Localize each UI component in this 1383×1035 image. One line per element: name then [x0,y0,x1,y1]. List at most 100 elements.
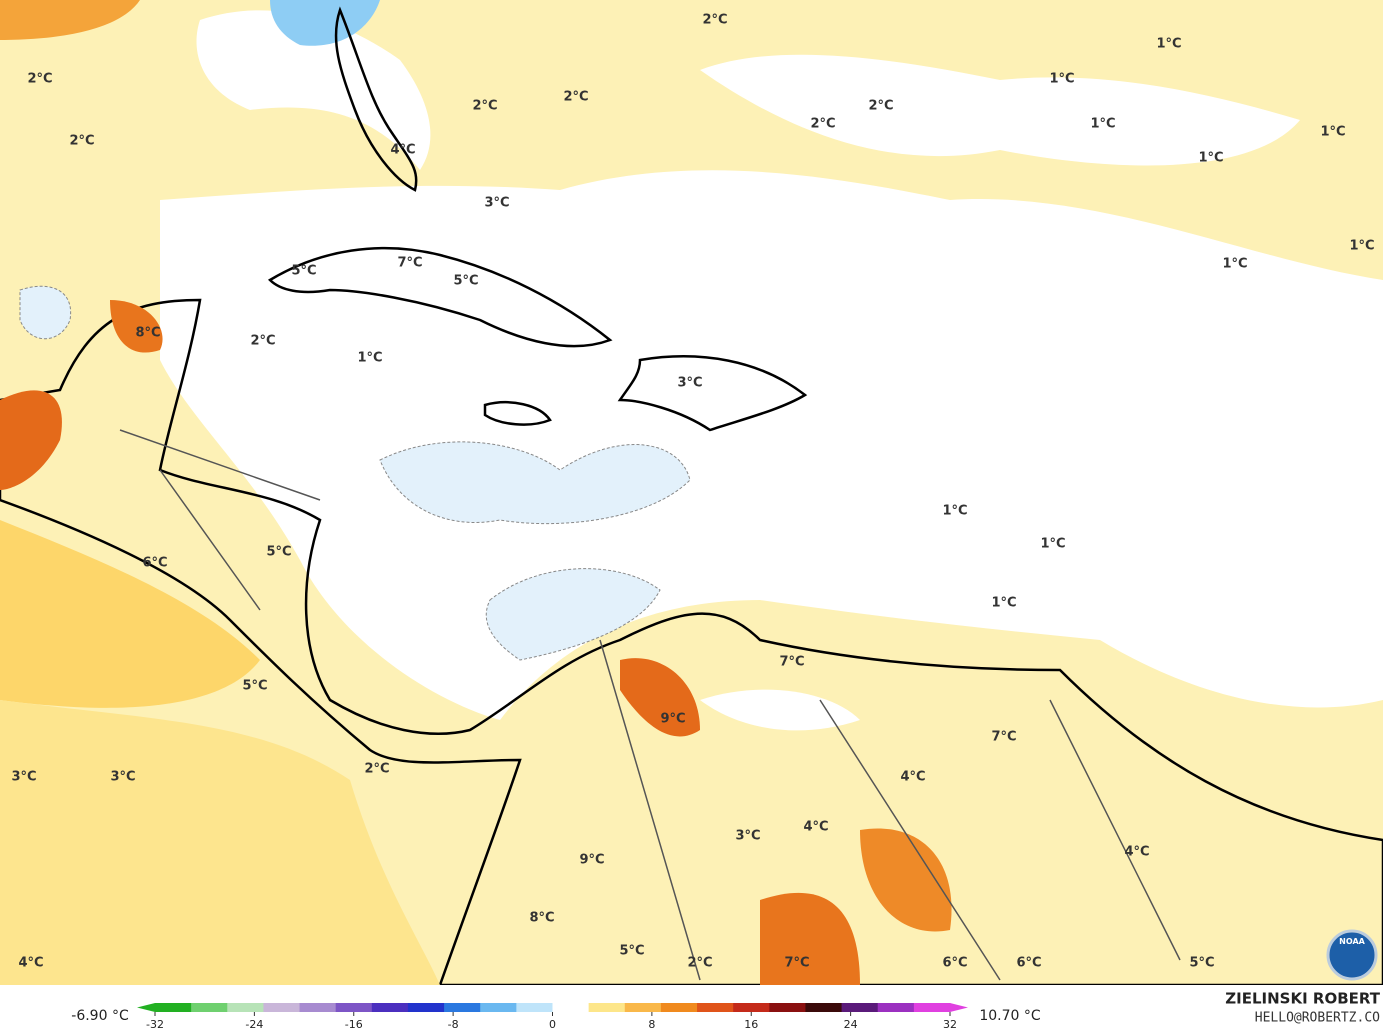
color-step [841,1003,879,1012]
color-step [407,1003,445,1012]
neutral-water [700,54,1300,166]
temperature-label: 8°C [529,911,554,926]
neutral-water [196,10,431,171]
temperature-label: 1°C [991,596,1016,611]
temperature-label: 3°C [11,770,36,785]
credit-email: HELLO@ROBERTZ.CO [1255,1011,1380,1026]
ocean-warm [0,520,260,708]
map-labels: 2°C 1°C 2°C 1°C 2°C 2°C 2°C 2°C 1°C 1°C 2°C 4°C 1°C 3… [11,13,1374,971]
color-step [733,1003,770,1012]
temperature-label: 1°C [1320,125,1345,140]
color-step [805,1003,843,1012]
color-step [444,1003,481,1012]
land-hot [760,892,860,985]
temperature-label: 2°C [687,956,712,971]
cool-patch [379,441,691,525]
color-step [552,1003,590,1012]
temperature-label: 3°C [110,770,135,785]
temperature-label: 7°C [784,956,809,971]
temperature-label: 1°C [1090,117,1115,132]
color-step [660,1003,698,1012]
colorbar-end [137,1003,155,1012]
temperature-label: 3°C [677,376,702,391]
color-step [769,1003,806,1012]
colorbar-max: 10.70 °C [979,1008,1041,1024]
temperature-label: 1°C [942,504,967,519]
land-hot [0,390,62,490]
colorbar-tick-label: 8 [648,1018,655,1031]
colorbar-tick-label: 24 [844,1018,858,1031]
temperature-label: 3°C [735,829,760,844]
land-hot [620,658,700,737]
color-step [155,1003,192,1012]
color-step [877,1003,915,1012]
temperature-label: 9°C [660,712,685,727]
temperature-label: 4°C [1124,845,1149,860]
temperature-label: 1°C [1349,239,1374,254]
color-step [335,1003,373,1012]
temperature-label: 2°C [810,117,835,132]
temperature-label: 1°C [1049,72,1074,87]
colorbar: -32 -24 -16 -8 0 8 16 24 32 [137,1003,968,1031]
temperature-label: 4°C [803,820,828,835]
logo [1326,929,1378,981]
temperature-label: 2°C [472,99,497,114]
temperature-label: 5°C [1189,956,1214,971]
temperature-label: 2°C [563,90,588,105]
temperature-label: 2°C [364,762,389,777]
colorbar-tick-label: -32 [146,1018,164,1031]
temperature-label: 6°C [942,956,967,971]
temperature-label: 7°C [991,730,1016,745]
temperature-label: 1°C [1222,257,1247,272]
land-warm [0,298,1383,987]
color-step [191,1003,228,1012]
temperature-label: 5°C [453,274,478,289]
temperature-label: 7°C [397,256,422,271]
temperature-label: 9°C [579,853,604,868]
color-step [299,1003,337,1012]
land [617,355,808,432]
color-step [624,1003,662,1012]
colorbar-tick-label: 32 [943,1018,957,1031]
color-step [516,1003,553,1012]
temperature-label: 2°C [27,72,52,87]
color-step [227,1003,264,1012]
color-step [697,1003,734,1012]
land [483,401,552,426]
temperature-label: 2°C [702,13,727,28]
color-step [263,1003,301,1012]
temperature-label: 3°C [484,196,509,211]
logo-text: NOAA [1339,937,1365,946]
cool-patch [270,0,380,46]
colorbar-end [950,1003,968,1012]
colorbar-tick-label: -16 [345,1018,363,1031]
color-step [913,1003,951,1012]
credit-name: ZIELINSKI ROBERT [1225,990,1380,1008]
land-warm [0,0,140,40]
temperature-label: 1°C [357,351,382,366]
temperature-label: 2°C [250,334,275,349]
temperature-label: 1°C [1040,537,1065,552]
color-step [588,1003,626,1012]
temperature-label: 5°C [242,679,267,694]
neutral-water [160,170,1383,720]
ocean-warm [0,700,440,985]
temperature-label: 6°C [142,556,167,571]
temperature-label: 8°C [135,326,160,341]
color-step [371,1003,409,1012]
land [334,6,418,192]
temperature-label: 2°C [69,134,94,149]
temperature-label: 5°C [619,944,644,959]
land-neutral [700,689,860,731]
colorbar-tick-label: 0 [549,1018,556,1031]
temperature-label: 4°C [390,143,415,158]
colorbar-tick-label: -8 [448,1018,459,1031]
cool-patch [485,568,661,661]
temperature-label: 4°C [18,956,43,971]
colorbar-min: -6.90 °C [71,1008,129,1024]
land [267,246,613,348]
temperature-label: 5°C [291,264,316,279]
colorbar-tick-label: 16 [744,1018,758,1031]
border [119,429,1181,981]
